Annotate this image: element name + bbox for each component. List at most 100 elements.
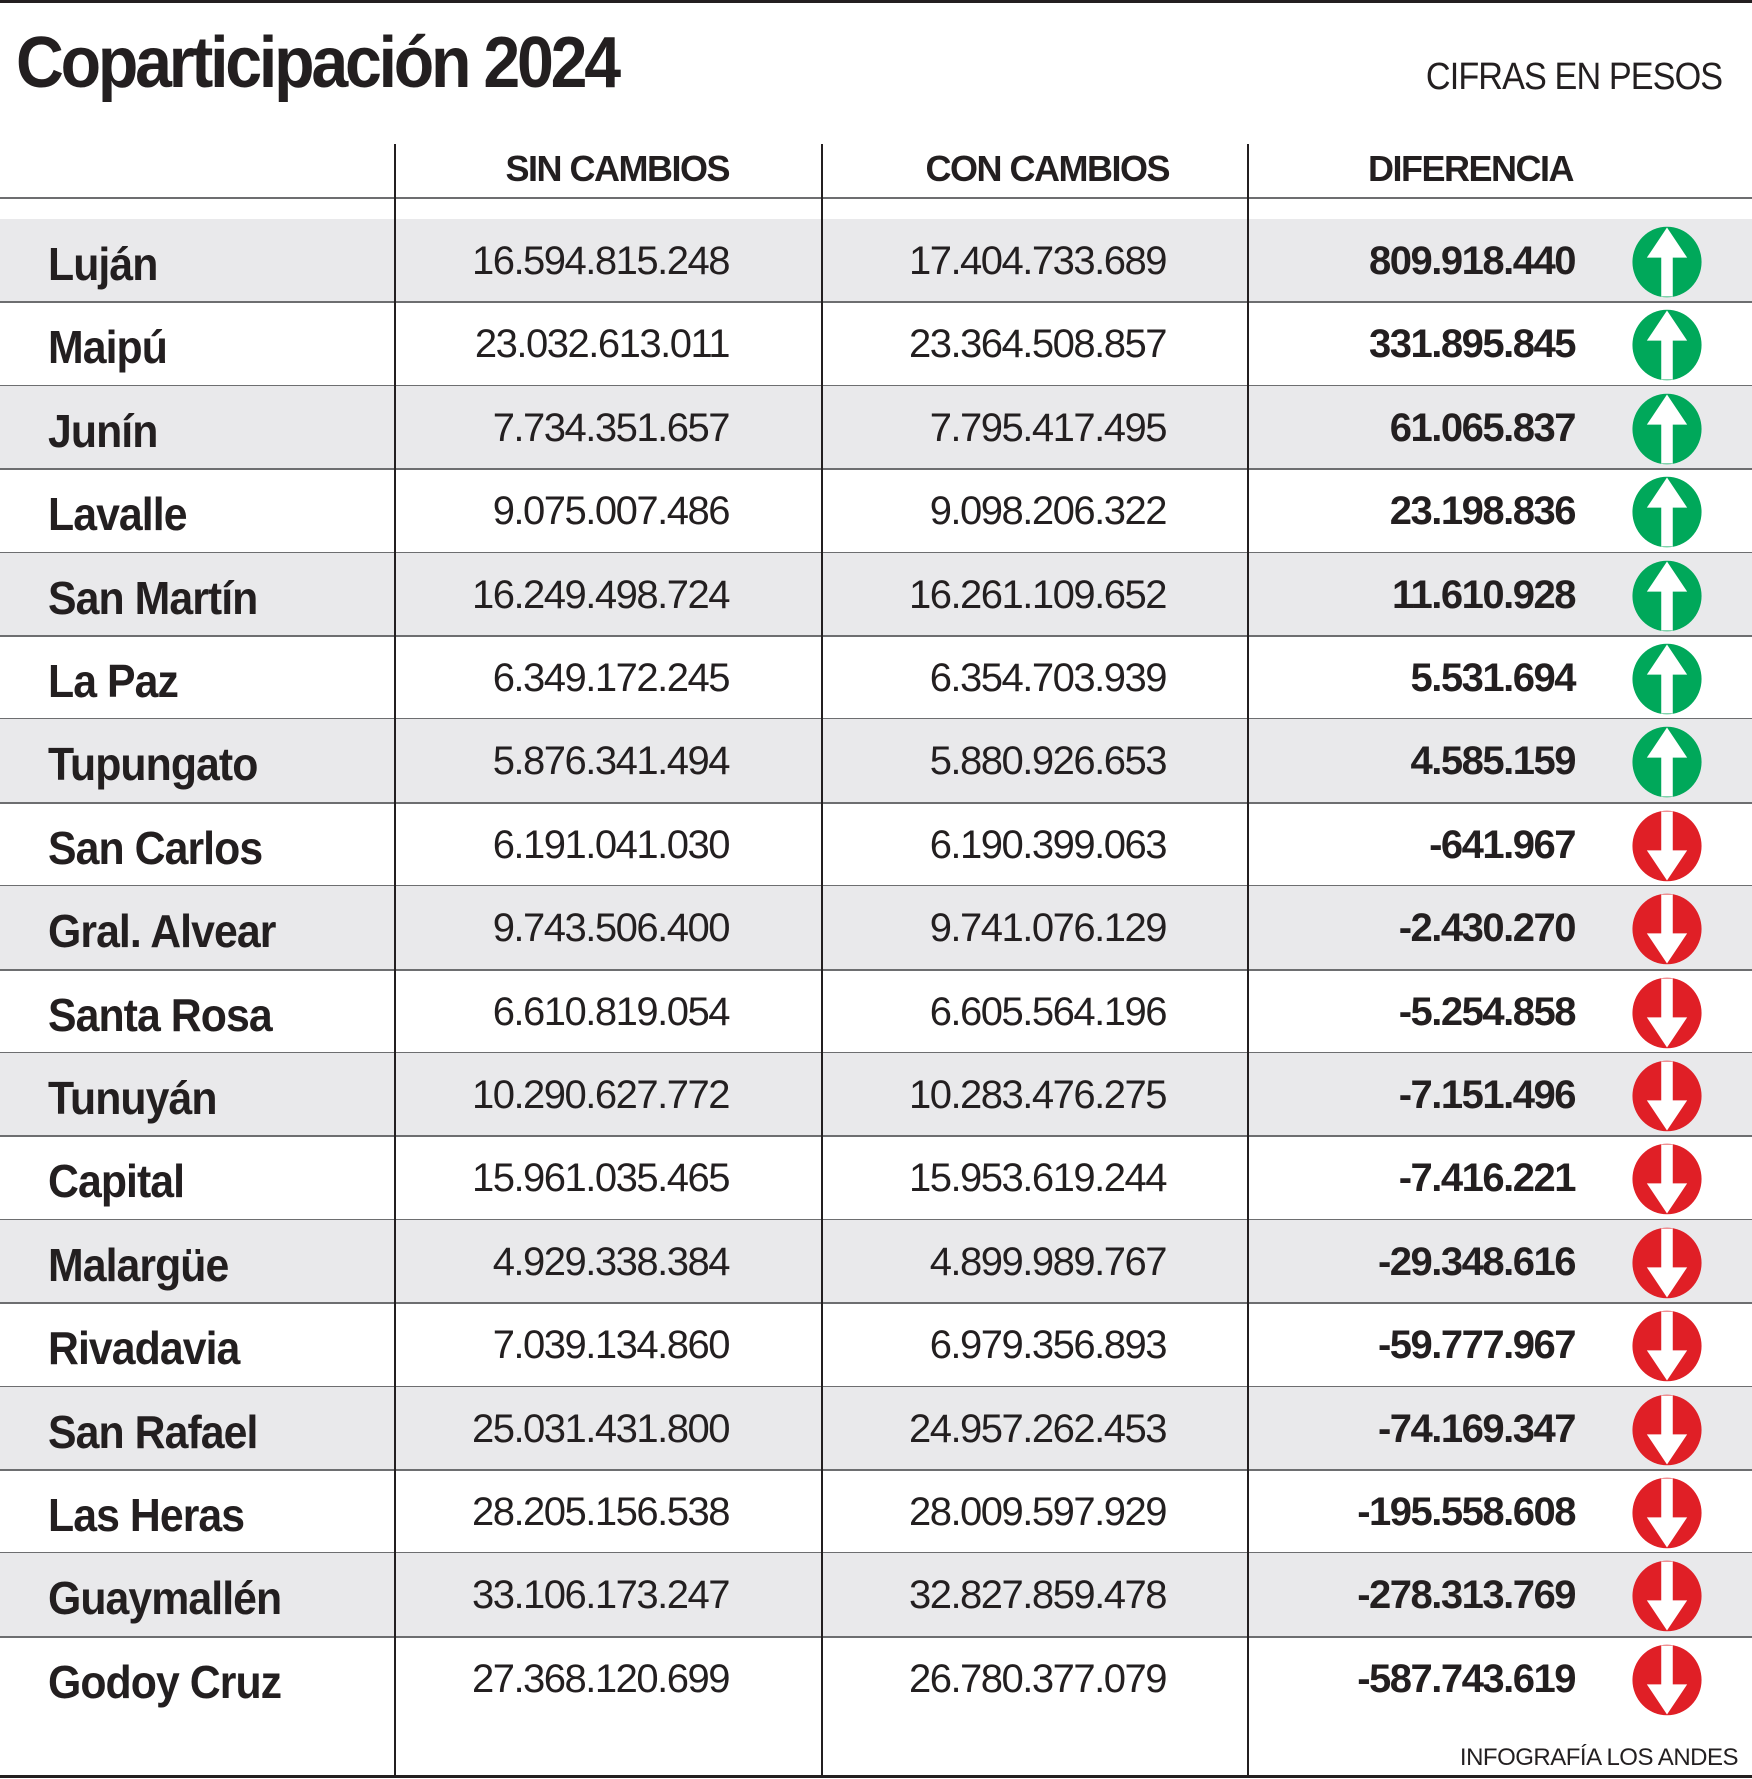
con-cambios-value: 9.098.206.322 [929, 489, 1168, 534]
department-name: Santa Rosa [48, 988, 273, 1041]
row-divider [0, 1302, 1752, 1305]
arrow-up-icon [1632, 727, 1702, 798]
department-name: La Paz [48, 655, 179, 707]
row-divider [0, 1135, 1752, 1138]
table-row: Lavalle 9.075.007.486 9.098.206.322 23.198.… [0, 469, 1752, 552]
sin-cambios-value: 16.249.498.724 [471, 572, 731, 617]
sin-cambios-value: 23.032.613.011 [474, 322, 731, 367]
table-row: Luján 16.594.815.248 17.404.733.689 809.918… [0, 219, 1752, 302]
con-cambios-value: 7.795.417.495 [929, 405, 1168, 450]
con-cambios-value: 6.354.703.939 [929, 656, 1168, 700]
diferencia-value: -195.558.608 [1357, 1490, 1576, 1534]
department-name: San Rafael [48, 1405, 258, 1458]
department-name: Maipú [48, 321, 168, 374]
table-row: Godoy Cruz 27.368.120.699 26.780.377.079 -5… [0, 1637, 1752, 1720]
con-cambios-value: 6.979.356.893 [929, 1323, 1168, 1368]
units-note: CIFRAS EN PESOS [1425, 56, 1723, 98]
diferencia-value: -587.743.619 [1357, 1656, 1576, 1701]
table-row: Maipú 23.032.613.011 23.364.508.857 331.895… [0, 302, 1752, 385]
top-rule [0, 0, 1752, 3]
arrow-up-icon [1632, 560, 1702, 631]
department-name: Tupungato [48, 738, 258, 791]
table-row: San Rafael 25.031.431.800 24.957.262.453 -7… [0, 1386, 1752, 1470]
diferencia-value: -278.313.769 [1357, 1573, 1576, 1618]
con-cambios-value: 6.605.564.196 [929, 989, 1168, 1034]
table-row: Las Heras 28.205.156.538 28.009.597.929 -19… [0, 1470, 1752, 1553]
sin-cambios-value: 4.929.338.384 [492, 1239, 731, 1284]
diferencia-value: -29.348.616 [1377, 1239, 1577, 1284]
arrow-up-icon [1632, 226, 1702, 298]
sin-cambios-value: 7.039.134.860 [492, 1323, 731, 1368]
table-row: Guaymallén 33.106.173.247 32.827.859.478 -2… [0, 1553, 1752, 1637]
department-name: Guaymallén [48, 1572, 282, 1625]
header-diferencia: DIFERENCIA [1367, 148, 1575, 189]
diferencia-value: 4.585.159 [1410, 739, 1577, 784]
sin-cambios-value: 7.734.351.657 [492, 405, 731, 450]
department-name: Las Heras [48, 1489, 245, 1541]
arrow-down-icon [1632, 1477, 1702, 1549]
diferencia-value: 5.531.694 [1410, 656, 1577, 700]
con-cambios-value: 17.404.733.689 [908, 239, 1168, 283]
arrow-down-icon [1632, 1144, 1702, 1215]
con-cambios-value: 6.190.399.063 [929, 822, 1168, 867]
con-cambios-value: 4.899.989.767 [929, 1239, 1168, 1284]
diferencia-value: -7.416.221 [1398, 1156, 1577, 1201]
sin-cambios-value: 5.876.341.494 [492, 739, 731, 784]
table-row: Rivadavia 7.039.134.860 6.979.356.893 -59.7… [0, 1303, 1752, 1386]
con-cambios-value: 28.009.597.929 [908, 1490, 1168, 1534]
sin-cambios-value: 6.610.819.054 [492, 989, 731, 1034]
row-divider [0, 968, 1752, 971]
sin-cambios-value: 15.961.035.465 [471, 1156, 731, 1201]
arrow-down-icon [1632, 1310, 1702, 1382]
diferencia-value: 809.918.440 [1369, 239, 1576, 283]
department-name: San Carlos [48, 821, 263, 874]
con-cambios-value: 23.364.508.857 [908, 322, 1168, 367]
arrow-down-icon [1632, 1561, 1702, 1632]
table-row: Capital 15.961.035.465 15.953.619.244 -7.41… [0, 1136, 1752, 1219]
arrow-down-icon [1632, 1227, 1702, 1299]
credit: INFOGRAFÍA LOS ANDES [1459, 1744, 1739, 1771]
sin-cambios-value: 16.594.815.248 [471, 239, 731, 283]
table-row: San Martín 16.249.498.724 16.261.109.652 11… [0, 552, 1752, 636]
con-cambios-value: 15.953.619.244 [908, 1156, 1168, 1201]
arrow-down-icon [1632, 1060, 1702, 1132]
arrow-up-icon [1632, 476, 1702, 548]
arrow-up-icon [1632, 643, 1702, 715]
table-row: San Carlos 6.191.041.030 6.190.399.063 -641… [0, 803, 1752, 886]
diferencia-value: 331.895.845 [1369, 322, 1576, 367]
department-name: Luján [48, 238, 158, 290]
row-divider [0, 1469, 1752, 1471]
table-row: Tunuyán 10.290.627.772 10.283.476.275 -7.15… [0, 1053, 1752, 1136]
department-name: Tunuyán [48, 1072, 217, 1124]
sin-cambios-value: 6.349.172.245 [492, 656, 731, 700]
sin-cambios-value: 9.075.007.486 [492, 489, 731, 534]
column-divider [394, 144, 396, 1778]
sin-cambios-value: 9.743.506.400 [492, 906, 731, 951]
con-cambios-value: 9.741.076.129 [929, 906, 1168, 951]
con-cambios-value: 26.780.377.079 [908, 1656, 1168, 1701]
arrow-down-icon [1632, 1644, 1702, 1716]
department-name: Godoy Cruz [48, 1655, 282, 1708]
department-name: Junín [48, 404, 158, 457]
department-name: Malargüe [48, 1238, 229, 1291]
bottom-rule [0, 1775, 1752, 1778]
diferencia-value: -74.169.347 [1377, 1406, 1577, 1451]
table-row: La Paz 6.349.172.245 6.354.703.939 5.531.69… [0, 636, 1752, 719]
sin-cambios-value: 6.191.041.030 [492, 822, 731, 867]
con-cambios-value: 24.957.262.453 [908, 1406, 1168, 1451]
sin-cambios-value: 27.368.120.699 [471, 1656, 731, 1701]
department-name: Capital [48, 1155, 185, 1208]
arrow-down-icon [1632, 977, 1702, 1048]
row-divider [0, 468, 1752, 471]
arrow-down-icon [1632, 1394, 1702, 1465]
arrow-up-icon [1632, 393, 1702, 465]
table-row: Gral. Alvear 9.743.506.400 9.741.076.129 -2… [0, 886, 1752, 970]
arrow-down-icon [1632, 810, 1702, 882]
header-rule [0, 197, 1752, 199]
department-name: Rivadavia [48, 1322, 240, 1375]
diferencia-value: 11.610.928 [1392, 572, 1577, 617]
diferencia-value: -2.430.270 [1398, 906, 1577, 951]
sin-cambios-value: 33.106.173.247 [471, 1573, 731, 1618]
sin-cambios-value: 10.290.627.772 [471, 1073, 731, 1117]
column-divider [821, 144, 823, 1778]
